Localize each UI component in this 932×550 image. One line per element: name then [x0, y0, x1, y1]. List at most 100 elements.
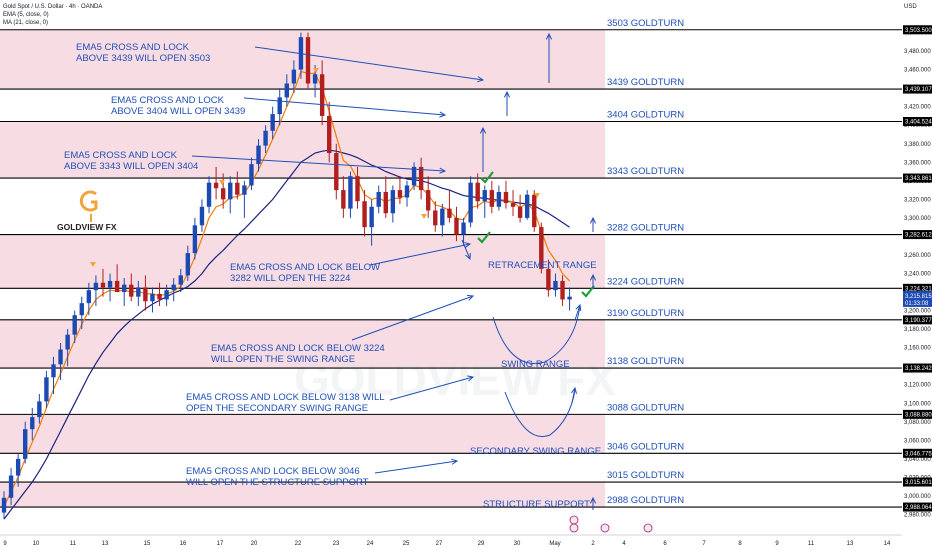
candle-body	[79, 303, 84, 316]
candle-body	[8, 475, 14, 498]
price-tag	[903, 448, 932, 458]
time-tick: 25	[403, 541, 410, 547]
candle-body	[411, 166, 417, 186]
time-tick: 6	[663, 541, 667, 547]
candle-body	[524, 194, 530, 218]
time-tick: 8	[738, 541, 742, 547]
price-tag	[903, 25, 932, 35]
time-tick: 9	[775, 541, 779, 547]
candle-body	[30, 417, 35, 430]
time-tick: 13	[102, 541, 109, 547]
time-tick: 14	[884, 541, 891, 547]
candles	[1, 32, 572, 520]
candle-body	[235, 182, 240, 195]
candle-body	[249, 164, 254, 186]
level-label: 3015 GOLDTURN	[607, 470, 684, 481]
arrow-head	[589, 216, 597, 224]
watermark: GOLDVIEW FX	[294, 353, 616, 405]
ma21-line	[3, 149, 570, 520]
candle-body	[475, 182, 480, 202]
candle-body	[192, 225, 198, 254]
logo-text: GOLDVIEW FX	[57, 222, 117, 232]
price-tag-text: 3,404.524	[905, 120, 932, 126]
ema5-path	[3, 70, 571, 508]
annotation-line: WILL OPEN THE STRUCTURE SUPPORT	[186, 477, 369, 488]
level-label: 3190 GOLDTURN	[607, 308, 684, 319]
candle-body	[482, 190, 487, 202]
ema-legend[interactable]: EMA (5, close, 0)	[3, 12, 49, 18]
candle-body	[37, 401, 42, 418]
candle-body	[567, 296, 572, 300]
price-tick: 3,300.000	[904, 216, 931, 222]
candle-body	[426, 190, 431, 211]
current-price-text: 3,215.815	[905, 294, 932, 300]
price-tick: 3,000.000	[904, 494, 931, 500]
swing-arrow	[574, 304, 581, 321]
swing-curve	[492, 304, 581, 364]
level-label: 3046 GOLDTURN	[607, 441, 684, 452]
arrow-head	[467, 375, 475, 382]
candle-body	[284, 83, 289, 98]
candle-body	[440, 208, 445, 226]
price-tick: 3,260.000	[904, 253, 931, 259]
annotation-line: EMA5 CROSS AND LOCK	[64, 150, 178, 161]
time-tick: 30	[514, 541, 521, 547]
price-tag	[903, 173, 932, 183]
ma-legend[interactable]: MA (21, close, 0)	[3, 20, 49, 26]
candle-body	[496, 191, 502, 207]
candle-body	[93, 282, 99, 291]
candle-body	[319, 74, 325, 116]
candle-body	[256, 145, 261, 165]
price-tag	[903, 477, 932, 487]
price-tag-text: 3,046.775	[905, 451, 932, 457]
candle-body	[44, 377, 49, 402]
candle-body	[65, 334, 70, 350]
candle-body	[58, 349, 63, 365]
price-tick: 3,380.000	[904, 142, 931, 148]
price-tag-text: 3,138.242	[905, 366, 932, 372]
level-label: 3439 GOLDTURN	[607, 77, 684, 88]
arrow-head	[465, 252, 471, 261]
price-tag-text: 3,190.377	[905, 318, 932, 324]
price-tag	[903, 502, 932, 512]
secondary-arrow	[571, 387, 576, 404]
candle-body	[397, 190, 403, 198]
candle-body	[228, 182, 233, 200]
arrow	[461, 239, 471, 260]
price-tag-text: 2,988.064	[905, 505, 932, 511]
price-tag	[903, 117, 932, 127]
annotation-line: EMA5 CROSS AND LOCK BELOW 3046	[186, 466, 360, 477]
time-tick: 11	[808, 541, 815, 547]
price-tick: 3,080.000	[904, 420, 931, 426]
time-tick: 4	[622, 541, 626, 547]
price-tick: 3,120.000	[904, 383, 931, 389]
candle-body	[178, 275, 183, 285]
time-tick: 29	[478, 541, 485, 547]
candle-body	[291, 69, 297, 84]
time-axis: 9 10 11 13 15 16 17 20 22 23 24 25 27 29 30 May 2 4 6 7 8 9 11…	[0, 515, 902, 547]
candle-body	[362, 201, 367, 228]
price-tick: 3,400.000	[904, 123, 931, 129]
candle-body	[199, 206, 205, 226]
candle-body	[454, 217, 459, 235]
candle-body	[23, 429, 28, 459]
annotation-line: 3282 WILL OPEN THE 3224	[230, 273, 350, 284]
time-tick: 16	[180, 541, 187, 547]
price-tag	[903, 315, 932, 325]
candle-body	[129, 284, 134, 297]
price-tag-text: 3,224.321	[905, 286, 932, 292]
price-tick: 3,460.000	[904, 68, 931, 74]
annotation-line: EMA5 CROSS AND LOCK	[76, 42, 190, 53]
candle-body	[51, 364, 56, 378]
price-axis: 3,500.0003,480.0003,460.0003,440.0003,42…	[904, 31, 931, 519]
candle-body	[376, 191, 381, 207]
candle-body	[553, 280, 558, 291]
candle-body	[312, 74, 318, 84]
price-tick: 3,040.000	[904, 457, 931, 463]
countdown-text: 01:33:08	[905, 301, 929, 307]
candle-body	[404, 185, 410, 198]
candle-body	[220, 188, 226, 200]
signal-marker	[219, 180, 225, 185]
candle-body	[461, 222, 466, 235]
